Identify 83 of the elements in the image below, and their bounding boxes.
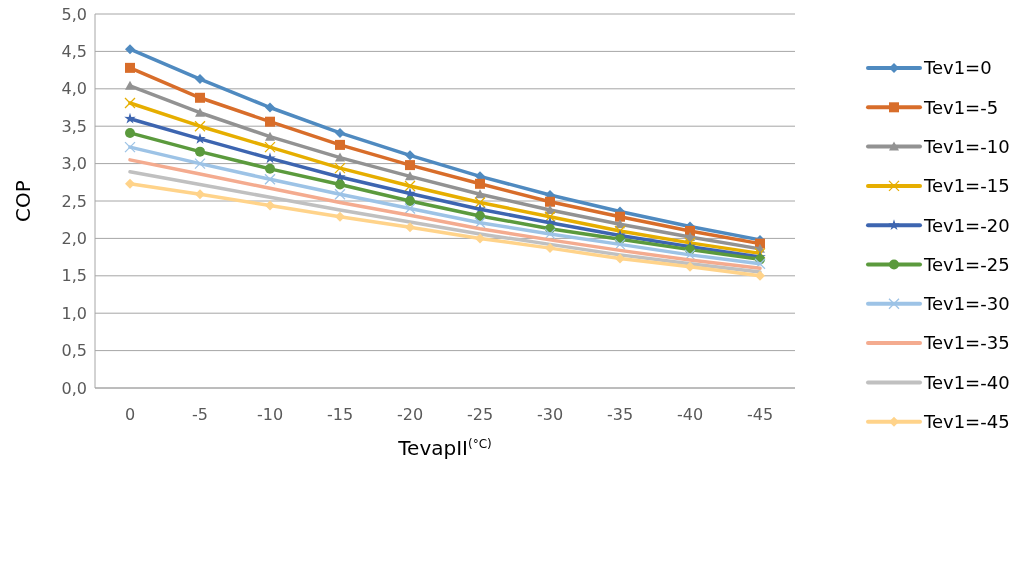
x-tick-label: 0 [124, 404, 136, 424]
point [474, 217, 486, 229]
point [124, 112, 136, 124]
point [614, 238, 626, 251]
legend-label: Tev1=-35 [923, 332, 1010, 354]
legend-label: Tev1=-25 [923, 253, 1010, 275]
legend-label: Tev1=-45 [923, 411, 1010, 432]
point [405, 222, 415, 233]
y-tick-label: 2,0 [61, 229, 87, 248]
x-tick-label: -20 [396, 404, 424, 424]
point [545, 196, 555, 207]
x-tick-label: -5 [192, 404, 208, 424]
y-tick-label: 3,5 [61, 116, 87, 136]
point [614, 225, 626, 237]
x-tick-label: -10 [256, 404, 284, 424]
point [615, 253, 625, 264]
point [195, 92, 205, 103]
point [615, 211, 625, 222]
point [404, 202, 416, 215]
point [404, 180, 416, 192]
y-tick-label: 3,0 [61, 154, 87, 174]
point [125, 62, 135, 73]
x-tick-label: -40 [676, 404, 704, 424]
y-tick-label: 0,0 [61, 378, 87, 398]
point [335, 139, 345, 150]
point [125, 80, 135, 90]
legend-label: Tev1=-40 [923, 371, 1010, 393]
point [475, 233, 485, 244]
point [474, 196, 486, 209]
point [195, 146, 205, 157]
point [195, 107, 205, 117]
point [265, 116, 275, 127]
legend-label: Tev1=-10 [923, 135, 1010, 157]
point [124, 97, 136, 109]
point [124, 141, 136, 153]
x-tick-label: -15 [326, 404, 354, 424]
x-tick-label: -30 [536, 404, 564, 424]
y-axis-title: COP [11, 180, 35, 222]
point [335, 179, 345, 190]
point [544, 228, 556, 240]
point [545, 243, 555, 254]
y-tick-label: 4,0 [61, 79, 87, 99]
point [685, 261, 695, 272]
point [195, 189, 205, 200]
point [755, 270, 765, 281]
point [264, 141, 276, 153]
point [544, 211, 556, 223]
point [405, 196, 415, 206]
y-tick-label: 5,0 [61, 4, 87, 24]
point [335, 127, 345, 138]
point [405, 160, 415, 171]
point [265, 163, 275, 174]
point [335, 152, 345, 162]
y-tick-label: 4,5 [61, 42, 87, 61]
x-tick-label: -35 [606, 404, 634, 424]
legend-label: Tev1=-15 [923, 175, 1010, 197]
point [125, 127, 135, 138]
point [265, 102, 275, 113]
y-tick-label: 2,5 [61, 191, 87, 211]
point [475, 178, 485, 189]
legend-label: Tev1=0 [923, 57, 992, 79]
point [265, 200, 275, 211]
y-tick-label: 0,5 [61, 341, 87, 361]
point [405, 171, 415, 181]
point [264, 173, 276, 185]
point [405, 150, 415, 161]
legend-label: Tev1=-20 [923, 214, 1010, 236]
y-tick-label: 1,5 [61, 266, 87, 286]
legend-label: Tev1=-30 [923, 293, 1010, 315]
point [194, 120, 206, 132]
point [335, 211, 345, 222]
point [194, 157, 206, 170]
y-tick-label: 1,0 [61, 303, 87, 323]
x-axis-title: TevapII$^{(°C)}$ [397, 436, 492, 460]
point [125, 178, 135, 189]
point [265, 131, 275, 141]
point [334, 188, 346, 200]
legend-label: Tev1=-5 [923, 96, 999, 118]
x-tick-label: -45 [746, 404, 774, 424]
point [334, 162, 346, 174]
point [125, 44, 135, 55]
x-tick-label: -25 [466, 404, 494, 424]
point [195, 74, 205, 85]
